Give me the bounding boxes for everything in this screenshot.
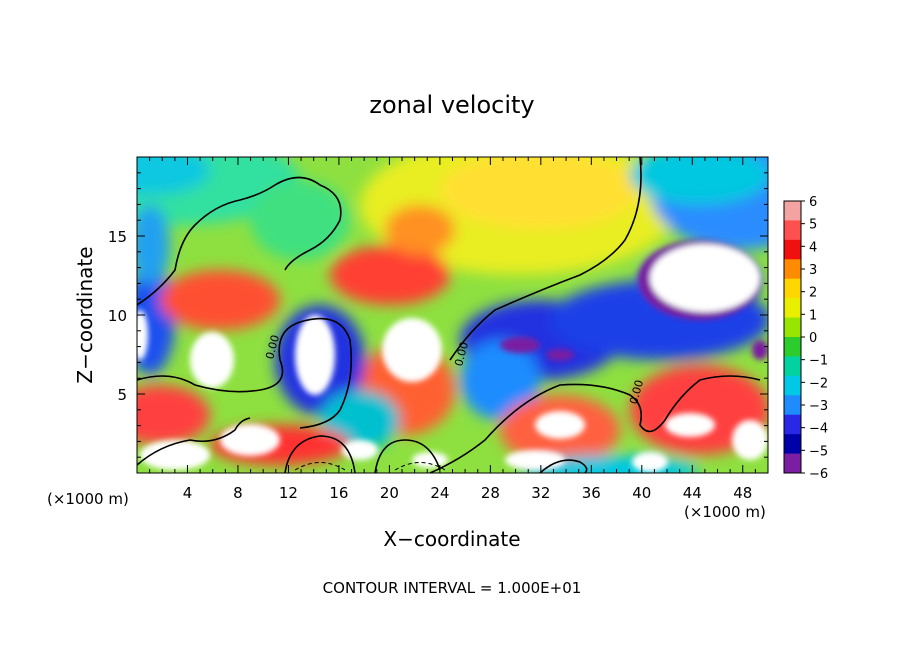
contour-label: 0.00 <box>452 341 471 368</box>
colorbar-label: 0 <box>809 331 817 346</box>
colorbar-label: −3 <box>809 399 828 414</box>
x-tick-label: 12 <box>279 484 298 502</box>
colorbar-swatch <box>784 356 801 377</box>
colorbar-swatch <box>784 375 801 396</box>
colorbar-label: 1 <box>809 308 817 323</box>
colorbar-label: 2 <box>809 286 817 301</box>
y-axis: 5 10 15 <box>108 172 768 458</box>
x-unit-right: (×1000 m) <box>684 503 766 521</box>
colorbar-swatch <box>784 317 801 338</box>
colorbar-label: 3 <box>809 263 817 278</box>
colorbar-label: 4 <box>809 240 817 255</box>
x-tick-label: 4 <box>183 484 193 502</box>
colorbar: 6 5 4 3 2 1 0 −1 −2 −3 −4 −5 −6 <box>783 195 828 482</box>
colorbar-swatch <box>784 414 801 435</box>
x-axis-label: X−coordinate <box>383 527 520 551</box>
x-tick-label: 20 <box>380 484 399 502</box>
colorbar-label: −6 <box>809 467 828 482</box>
colorbar-label: −2 <box>809 376 828 391</box>
colorbar-swatch <box>784 337 801 357</box>
x-tick-label: 40 <box>632 484 651 502</box>
contour-label: 0.00 <box>627 379 646 406</box>
colorbar-label: 6 <box>809 195 817 210</box>
x-tick-label: 48 <box>733 484 752 502</box>
y-tick-label: 5 <box>117 386 127 404</box>
colorbar-swatch <box>784 201 801 221</box>
colorbar-label: −4 <box>809 422 828 437</box>
x-tick-label: 8 <box>233 484 243 502</box>
contour-interval-footer: CONTOUR INTERVAL = 1.000E+01 <box>323 579 582 597</box>
colorbar-swatch <box>784 434 801 455</box>
colorbar-swatch <box>784 220 801 241</box>
x-tick-label: 28 <box>481 484 500 502</box>
colorbar-swatch <box>784 239 801 260</box>
colorbar-swatch <box>784 453 801 474</box>
x-tick-label: 32 <box>531 484 550 502</box>
x-unit-left: (×1000 m) <box>47 490 129 508</box>
chart-title: zonal velocity <box>369 91 534 119</box>
colorbar-swatch <box>784 395 801 416</box>
y-axis-label: Z−coordinate <box>73 246 97 383</box>
x-tick-label: 24 <box>430 484 449 502</box>
contour-labels: 0.00 0.00 0.00 <box>263 334 646 406</box>
colorbar-label: −1 <box>809 354 828 369</box>
colorbar-label: 5 <box>809 218 817 233</box>
x-tick-label: 44 <box>683 484 702 502</box>
x-tick-label: 36 <box>582 484 601 502</box>
colorbar-swatch <box>784 259 801 280</box>
y-tick-label: 15 <box>108 228 127 246</box>
heatmap-field <box>137 157 768 473</box>
x-axis: 4 8 12 16 20 24 28 32 36 40 44 48 <box>149 157 756 502</box>
y-tick-label: 10 <box>108 307 127 325</box>
colorbar-swatch <box>784 278 801 299</box>
contour-label: 0.00 <box>263 334 282 361</box>
x-tick-label: 16 <box>329 484 348 502</box>
colorbar-label: −5 <box>809 444 828 459</box>
colorbar-swatch <box>784 298 801 319</box>
